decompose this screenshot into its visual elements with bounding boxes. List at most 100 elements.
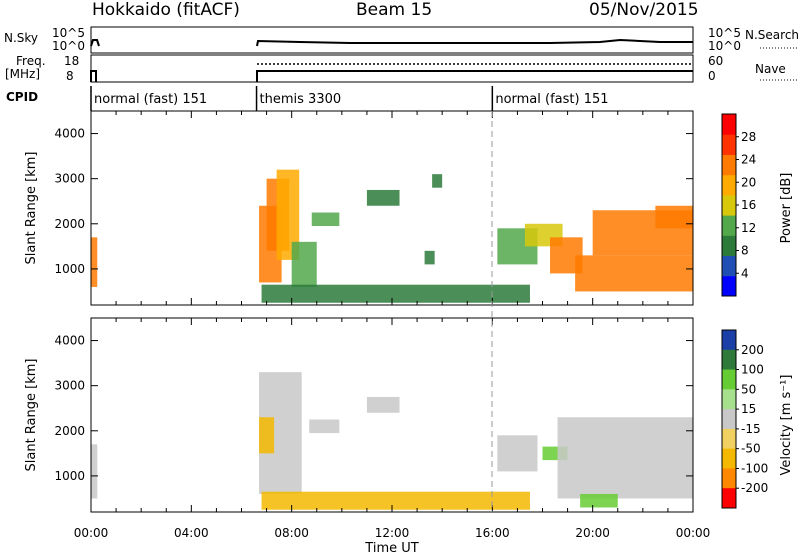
velocity-data-cell — [91, 444, 98, 499]
velocity-colorbar-swatch — [722, 369, 736, 390]
nsearch-tick-top: 10^5 — [708, 26, 741, 40]
nsky-tick-top: 10^5 — [52, 26, 85, 40]
velocity-colorbar: 200 100 50 15 -15 -50 -100 -200 — [721, 329, 768, 509]
power-data-cell — [276, 169, 300, 260]
freq-unit: [MHz] — [5, 67, 40, 81]
power-colorbar-tick: 4 — [741, 266, 749, 280]
velocity-data-cell — [261, 491, 530, 510]
power-colorbar-label: Power [dB] — [779, 173, 794, 244]
power-data-cell — [424, 250, 435, 265]
x-tick-label: 04:00 — [174, 526, 209, 540]
x-tick-label: 00:00 — [74, 526, 109, 540]
velocity-ytick-label: 2000 — [54, 424, 85, 438]
velocity-colorbar-swatch — [722, 448, 736, 469]
nsearch-tick-bottom: 10^0 — [708, 39, 741, 53]
power-colorbar-tick: 28 — [741, 130, 756, 144]
cpid-panel: CPID normal (fast) 151 themis 3300 normal … — [6, 86, 609, 111]
power-data-cell — [291, 241, 317, 287]
power-ylabel: Slant Range [km] — [24, 152, 39, 265]
velocity-colorbar-tick: -15 — [741, 422, 761, 436]
beam-title: Beam 15 — [356, 0, 433, 20]
power-ytick-label: 4000 — [54, 127, 85, 141]
x-tick-label: 08:00 — [274, 526, 309, 540]
nave-tick-top: 60 — [708, 54, 723, 68]
power-colorbar-tick: 8 — [741, 244, 749, 258]
velocity-data-cell — [366, 396, 400, 413]
x-tick-label: 16:00 — [475, 526, 510, 540]
cpid-label: CPID — [6, 90, 38, 104]
power-colorbar-swatch — [722, 194, 736, 216]
nsky-trace — [90, 38, 693, 47]
x-tick-label: 00:00 — [676, 526, 711, 540]
velocity-data-cell — [497, 435, 538, 472]
power-colorbar-swatch — [722, 235, 736, 257]
power-data-cell — [655, 205, 693, 229]
velocity-data-cell — [259, 417, 275, 454]
freq-panel: Freq. [MHz] 18 8 60 0 Nave — [5, 54, 798, 83]
date-title: 05/Nov/2015 — [589, 0, 699, 20]
x-axis-label: Time UT — [364, 541, 418, 554]
velocity-data-cell — [309, 419, 340, 434]
velocity-data-cell — [557, 417, 693, 499]
power-panel: 1000 2000 3000 4000 Slant Range [km] — [24, 110, 694, 306]
power-data-cell — [366, 189, 400, 206]
power-colorbar-swatch — [722, 114, 736, 135]
nave-tick-bottom: 0 — [708, 69, 716, 83]
power-colorbar-tick: 24 — [741, 153, 756, 167]
velocity-colorbar-label: Velocity [m s⁻¹] — [779, 375, 794, 476]
power-ytick-label: 2000 — [54, 217, 85, 231]
power-colorbar-swatch — [722, 154, 736, 176]
velocity-ytick-label: 4000 — [54, 334, 85, 348]
velocity-colorbar-swatch — [722, 409, 736, 430]
power-data-cell — [575, 255, 693, 292]
x-tick-label: 20:00 — [575, 526, 610, 540]
freq-label: Freq. — [16, 54, 46, 68]
velocity-colorbar-tick: 50 — [741, 382, 756, 396]
power-colorbar-swatch — [722, 134, 736, 155]
velocity-colorbar-tick: 15 — [741, 402, 756, 416]
velocity-data-cell — [580, 493, 618, 508]
velocity-ylabel: Slant Range [km] — [24, 359, 39, 472]
nave-label: Nave — [755, 62, 786, 76]
power-data-cell — [261, 284, 530, 303]
nsky-tick-bottom: 10^0 — [52, 39, 85, 53]
power-colorbar-swatch — [722, 174, 736, 196]
power-data-cell — [432, 174, 443, 188]
velocity-colorbar-swatch — [722, 488, 736, 509]
freq-trace — [90, 70, 693, 82]
cpid-segment-label: normal (fast) 151 — [495, 92, 608, 107]
velocity-colorbar-tick: -200 — [741, 481, 768, 495]
velocity-colorbar-tick: -50 — [741, 442, 761, 456]
power-colorbar: 4 8 12 16 20 24 28 — [721, 113, 756, 297]
velocity-colorbar-tick: -100 — [741, 461, 768, 475]
cpid-segment-label: themis 3300 — [260, 92, 342, 107]
nsky-label: N.Sky — [4, 31, 38, 45]
power-colorbar-tick: 12 — [741, 221, 756, 235]
power-ytick-label: 3000 — [54, 172, 85, 186]
power-colorbar-swatch — [722, 215, 736, 236]
power-colorbar-swatch — [722, 255, 736, 277]
power-ytick-label: 1000 — [54, 262, 85, 276]
velocity-colorbar-swatch — [722, 389, 736, 410]
velocity-colorbar-swatch — [722, 468, 736, 489]
power-data-cell — [311, 212, 340, 227]
velocity-ytick-label: 3000 — [54, 379, 85, 393]
station-title: Hokkaido (fitACF) — [92, 0, 240, 20]
velocity-ytick-label: 1000 — [54, 469, 85, 483]
power-data-cell — [91, 237, 98, 287]
freq-tick-top: 18 — [64, 54, 79, 68]
nsky-panel: N.Sky 10^5 10^0 10^5 10^0 N.Search — [4, 26, 799, 54]
x-tick-label: 12:00 — [375, 526, 410, 540]
power-colorbar-tick: 16 — [741, 198, 756, 212]
velocity-colorbar-swatch — [722, 428, 736, 450]
power-colorbar-tick: 20 — [741, 175, 756, 189]
velocity-colorbar-tick: 200 — [741, 343, 764, 357]
power-colorbar-swatch — [722, 275, 736, 297]
velocity-panel: 1000 2000 3000 4000 Slant Range [km] — [24, 317, 694, 513]
nsearch-label: N.Search — [745, 28, 799, 42]
freq-tick-bottom: 8 — [66, 69, 74, 83]
velocity-colorbar-swatch — [722, 330, 736, 351]
velocity-colorbar-tick: 100 — [741, 363, 764, 377]
velocity-colorbar-swatch — [722, 349, 736, 371]
